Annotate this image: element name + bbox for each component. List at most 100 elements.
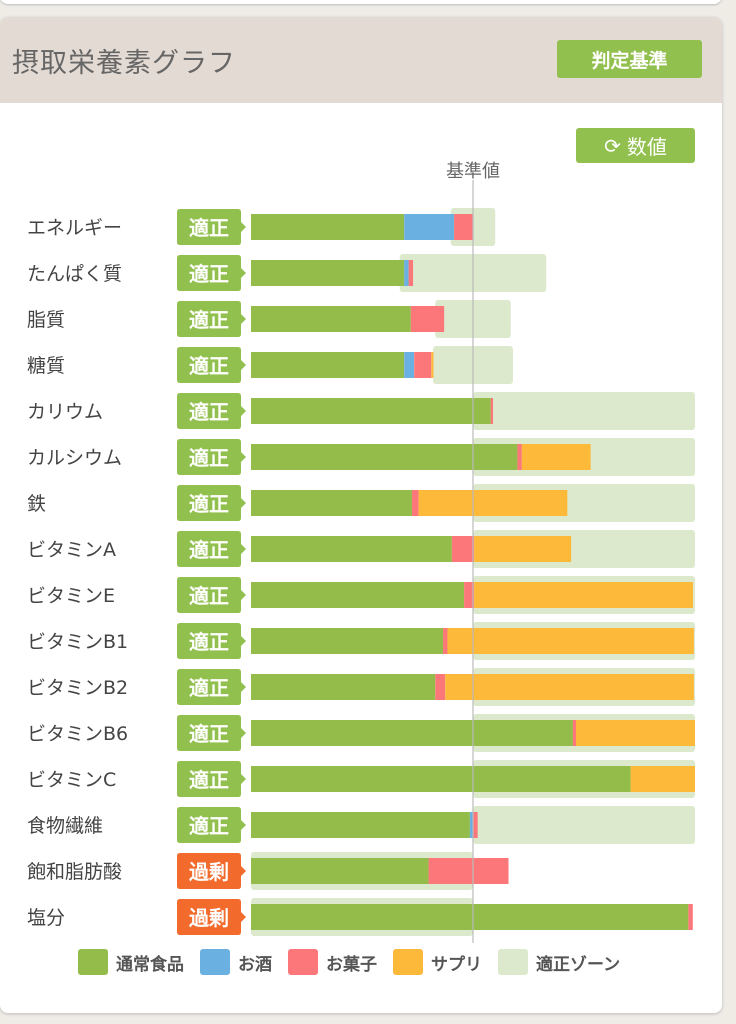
nutrient-label: 飽和脂肪酸 [27,861,122,883]
nutrient-label: 食物繊維 [27,815,103,837]
nutrient-label: 脂質 [27,309,65,331]
status-badge-label: 適正 [189,630,229,654]
bar-segment-normal [251,536,452,562]
status-badge [177,301,246,337]
bar-segment-normal [251,490,412,516]
status-badge-label: 適正 [189,262,229,286]
bar-segment-supplement [474,536,572,562]
bar-segment-normal [251,904,689,930]
status-badge-label: 適正 [189,538,229,562]
bar-segment-snack [464,582,475,608]
bar-segment-normal [251,306,411,332]
legend-label: 通常食品 [116,954,184,975]
bar-segment-supplement [474,582,694,608]
legend-item-alcohol: お酒 [200,949,272,975]
nutrient-label: 鉄 [27,493,46,515]
bar-segment-snack [408,260,414,286]
refresh-icon: ⟳ [604,133,621,158]
legend-swatch [78,949,108,975]
status-badge-label: 適正 [189,216,229,240]
status-badge [177,899,246,935]
bar-segment-snack [473,812,478,838]
status-badge [177,807,246,843]
bar-segment-snack [688,904,693,930]
bar-segment-snack [411,490,419,516]
nutrient-label: ビタミンB1 [27,631,128,653]
legend-label: サプリ [431,954,482,975]
bar-segment-snack [410,306,445,332]
bar-segment-snack [517,444,522,470]
nutrient-label: ビタミンE [27,585,115,607]
status-badge-label: 適正 [189,584,229,608]
legend-label: お菓子 [326,954,377,975]
bar-segment-normal [251,766,631,792]
legend-swatch [393,949,423,975]
status-badge [177,761,246,797]
nutrient-label: ビタミンC [27,769,116,791]
bar-segment-normal [251,628,444,654]
status-badge [177,715,246,751]
legend: 通常食品 お酒 お菓子 サプリ 適正ゾーン [78,949,636,975]
bar-segment-alcohol [469,812,474,838]
bar-segment-normal [251,444,518,470]
bar-segment-supplement [576,720,695,746]
nutrient-label: カルシウム [27,447,122,469]
judgement-criteria-button[interactable]: 判定基準 [557,40,702,78]
legend-label: 適正ゾーン [536,954,621,975]
bar-segment-snack [435,674,446,700]
bar-segment-normal [251,674,436,700]
nutrient-label: ビタミンB6 [27,723,128,745]
status-badge [177,439,246,475]
legend-swatch [498,949,528,975]
nutrient-label: 糖質 [27,355,65,377]
ok-zone [473,806,695,844]
status-badge-label: 適正 [189,814,229,838]
status-badge-label: 適正 [189,446,229,470]
nutrient-label: カリウム [27,401,103,423]
ok-zone [473,392,695,430]
bar-segment-normal [251,398,491,424]
toggle-values-button[interactable]: ⟳ 数値 [576,128,695,163]
bar-segment-snack [451,536,475,562]
bar-segment-snack [490,398,493,424]
bar-segment-supplement [431,352,434,378]
bar-segment-supplement [445,674,694,700]
status-badge [177,209,246,245]
reference-value-label: 基準値 [446,161,500,182]
status-badge-label: 適正 [189,492,229,516]
bar-segment-alcohol [404,214,455,240]
toggle-values-label: 数値 [626,135,667,159]
bar-segment-supplement [447,628,694,654]
legend-swatch [288,949,318,975]
bar-segment-alcohol [404,260,409,286]
bar-segment-snack [572,720,577,746]
status-badge-label: 過剰 [189,906,229,930]
bar-segment-alcohol [404,352,415,378]
status-badge-label: 適正 [189,676,229,700]
status-badge [177,531,246,567]
previous-card [0,0,722,4]
bar-segment-normal [251,260,405,286]
bar-segment-supplement [418,490,568,516]
status-badge-label: 適正 [189,768,229,792]
nutrient-label: ビタミンA [27,539,116,561]
status-badge [177,347,246,383]
page-title: 摂取栄養素グラフ [12,48,236,79]
status-badge-label: 適正 [189,400,229,424]
status-badge-label: 適正 [189,308,229,332]
bar-segment-snack [428,858,509,884]
legend-item-supplement: サプリ [393,949,482,975]
bar-segment-normal [251,582,465,608]
legend-label: お酒 [238,954,272,975]
status-badge [177,485,246,521]
status-badge-label: 適正 [189,354,229,378]
card-header: 摂取栄養素グラフ 判定基準 [0,17,722,103]
status-badge [177,623,246,659]
nutrient-label: たんぱく質 [27,263,122,285]
bar-segment-snack [443,628,448,654]
bar-segment-normal [251,858,429,884]
status-badge-label: 過剰 [189,860,229,884]
status-badge [177,577,246,613]
nutrient-label: 塩分 [27,907,65,929]
